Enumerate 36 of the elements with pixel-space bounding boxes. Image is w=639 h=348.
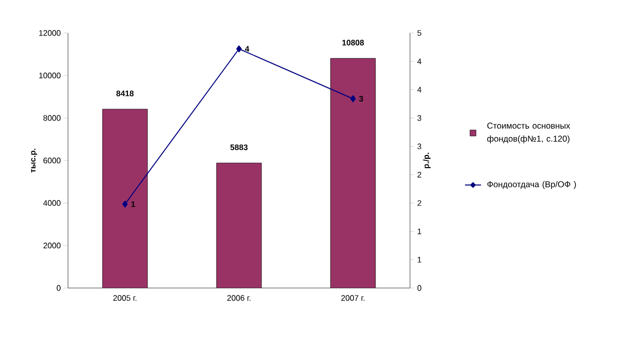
legend-label: Фондоотдача (Вр/ОФ ) — [487, 181, 576, 189]
y2-tick-label: 0 — [417, 285, 422, 291]
y2-tick-label: 4 — [417, 58, 422, 64]
y2-tick-label: 2 — [418, 172, 422, 178]
y-tick-label: 8000 — [43, 115, 61, 121]
y2-tick-label: 1 — [418, 228, 422, 234]
y2-axis-title: р./р. — [423, 152, 431, 168]
y-tick-label: 12000 — [39, 30, 61, 36]
point — [122, 200, 128, 208]
y2-tick-label: 3 — [417, 115, 422, 121]
data-label: 5883 — [230, 144, 248, 150]
y2-tick-label: 1 — [418, 256, 422, 262]
x-tick-label: 2007 г. — [341, 295, 364, 301]
y2-tick-label: 5 — [417, 30, 422, 36]
y-tick-label: 6000 — [43, 158, 61, 164]
y-tick-label: 4000 — [43, 200, 61, 206]
legend-label: Стоимость основных фондов(ф№1, с.120) — [487, 122, 570, 144]
y2-tick-label: 4 — [417, 86, 422, 92]
data-label: 1 — [131, 201, 136, 207]
bar — [216, 162, 262, 288]
y-axis-title: тыс.р. — [31, 148, 38, 173]
point — [350, 95, 356, 102]
y2-tick-label: 3 — [417, 144, 422, 150]
data-label: 3 — [359, 96, 364, 102]
x-tick-label: 2006 г. — [227, 295, 250, 301]
point — [236, 45, 242, 52]
y-tick-label: 10000 — [39, 72, 61, 78]
y-tick-label: 0 — [56, 285, 61, 291]
y-tick-label: 2000 — [43, 242, 61, 248]
bar — [330, 58, 376, 288]
data-label: 8418 — [116, 90, 134, 96]
x-tick-label: 2005 г. — [113, 295, 136, 301]
bar — [102, 109, 148, 288]
data-label: 10808 — [342, 40, 364, 46]
y2-tick-label: 2 — [418, 200, 422, 206]
data-label: 4 — [245, 46, 250, 52]
